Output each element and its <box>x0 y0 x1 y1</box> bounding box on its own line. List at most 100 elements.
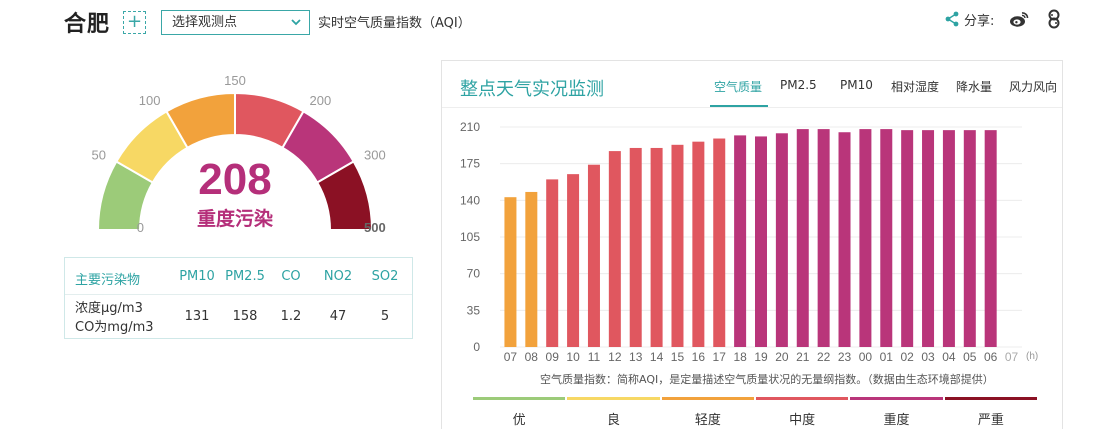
chevron-down-icon <box>291 19 301 26</box>
y-tick-label: 105 <box>460 230 480 244</box>
aqi-bar[interactable] <box>525 191 538 347</box>
add-city-button[interactable]: + <box>123 11 146 34</box>
aqi-bar[interactable] <box>713 138 726 347</box>
legend-item: 中度 <box>756 397 849 429</box>
tab-wind[interactable]: 风力风向 <box>1009 80 1058 94</box>
pollutant-header-label: 主要污染物 <box>75 273 141 288</box>
legend-label: 中度 <box>789 413 816 428</box>
aqi-bar[interactable] <box>880 129 893 347</box>
gauge-tick-label: 150 <box>224 73 246 88</box>
chart-note: 空气质量指数：简称AQI，是定量描述空气质量状况的无量纲指数。（数据由生态环境部… <box>540 373 994 386</box>
legend-label: 优 <box>512 413 526 428</box>
aqi-value: 208 <box>198 155 272 204</box>
aqi-gauge: 0 50 100 150 200 300 500 208 重度污染 <box>80 70 390 240</box>
legend-color-bar <box>473 397 566 400</box>
aqi-bar[interactable] <box>629 147 642 347</box>
gauge-tick-label: 100 <box>139 93 161 108</box>
aqi-bar[interactable] <box>838 132 851 347</box>
aqi-bar[interactable] <box>755 136 767 347</box>
tab-humidity[interactable]: 相对湿度 <box>891 80 940 94</box>
pollutant-name: PM10 <box>179 269 215 284</box>
legend-color-bar <box>850 397 943 400</box>
tab-pm25[interactable]: PM2.5 <box>780 78 817 92</box>
y-tick-label: 70 <box>467 267 481 281</box>
legend-color-bar <box>567 397 660 400</box>
legend-color-bar <box>756 397 849 400</box>
aqi-bar[interactable] <box>901 130 914 347</box>
legend-color-bar <box>661 397 754 400</box>
aqi-bar[interactable] <box>859 129 872 347</box>
aqi-bar[interactable] <box>546 179 559 347</box>
aqi-level-legend: 优 良 轻度 中度 重度 严重 <box>472 397 1038 429</box>
pollutant-name: CO <box>281 269 301 284</box>
panel-title: 整点天气实况监测 <box>460 79 604 100</box>
unit-label-line1: 浓度μg/m3 <box>75 301 143 316</box>
gauge-tick-label: 300 <box>364 148 386 163</box>
legend-color-bar <box>944 397 1037 400</box>
x-tick-label: 03 <box>921 350 935 364</box>
station-select-label: 选择观测点 <box>172 15 238 30</box>
panel-divider <box>442 107 1062 108</box>
aqi-bar[interactable] <box>796 129 809 347</box>
x-tick-label: 05 <box>963 350 977 364</box>
aqi-bar[interactable] <box>504 197 517 347</box>
tab-pm10[interactable]: PM10 <box>840 78 873 92</box>
aqi-bar-chart: 0 35 70 105 140 175 210 07 08 09 10 11 12 13 14 15 16 17 1… <box>460 120 1038 364</box>
aqi-bar[interactable] <box>650 147 663 347</box>
wechat-icon[interactable] <box>1046 9 1062 29</box>
y-tick-label: 140 <box>460 193 480 207</box>
legend-item: 严重 <box>944 397 1037 429</box>
aqi-bar[interactable] <box>587 164 600 347</box>
station-select[interactable]: 选择观测点 <box>161 10 310 35</box>
pollutant-name: NO2 <box>323 269 353 284</box>
legend-label: 轻度 <box>694 413 721 428</box>
aqi-bar[interactable] <box>734 135 747 347</box>
x-tick-label: 01 <box>880 350 894 364</box>
x-tick-label: 13 <box>629 350 643 364</box>
aqi-bar[interactable] <box>692 141 705 347</box>
aqi-bar[interactable] <box>608 151 621 347</box>
weibo-icon[interactable] <box>1009 10 1029 28</box>
pollutant-name: PM2.5 <box>225 269 265 284</box>
x-tick-label: 14 <box>650 350 664 364</box>
x-tick-label: 22 <box>817 350 831 364</box>
x-tick-label: 07 <box>504 350 518 364</box>
x-tick-label: 11 <box>588 350 601 364</box>
y-tick-label: 0 <box>473 340 480 354</box>
x-tick-label: 19 <box>754 350 768 364</box>
legend-item: 轻度 <box>661 397 754 429</box>
x-tick-label: 12 <box>608 350 622 364</box>
aqi-bar[interactable] <box>963 130 976 347</box>
aqi-bar[interactable] <box>984 130 997 347</box>
share-icon[interactable] <box>944 11 960 27</box>
aqi-bar[interactable] <box>567 174 580 347</box>
gauge-tick-label: 200 <box>310 93 332 108</box>
tab-air-quality[interactable]: 空气质量 <box>714 80 763 94</box>
aqi-bar[interactable] <box>671 144 684 347</box>
y-tick-label: 35 <box>467 303 481 317</box>
active-tab-indicator <box>710 105 768 107</box>
pollutant-header-row <box>65 258 412 295</box>
aqi-bar[interactable] <box>775 133 788 347</box>
aqi-bar[interactable] <box>942 130 955 347</box>
aqi-bar[interactable] <box>817 129 830 347</box>
legend-item: 良 <box>567 397 660 429</box>
x-tick-label: 04 <box>942 350 956 364</box>
x-tick-label: 18 <box>733 350 747 364</box>
legend-label: 良 <box>606 413 620 428</box>
hourly-monitor-panel: 整点天气实况监测 空气质量 PM2.5 PM10 相对湿度 降水量 风力风向 0… <box>441 60 1063 429</box>
x-tick-label: 02 <box>900 350 914 364</box>
x-tick-label: 23 <box>838 350 852 364</box>
pollutant-value: 1.2 <box>280 309 302 324</box>
tab-precipitation[interactable]: 降水量 <box>956 80 993 94</box>
pollutant-name: SO2 <box>371 269 399 284</box>
legend-label: 严重 <box>977 413 1004 428</box>
gauge-tick-label: 50 <box>91 148 105 163</box>
aqi-bar[interactable] <box>922 130 935 347</box>
x-tick-label: 00 <box>859 350 873 364</box>
x-tick-label: 08 <box>525 350 539 364</box>
aqi-level: 重度污染 <box>196 208 273 230</box>
x-tick-label: 21 <box>796 350 810 364</box>
x-tick-label: 16 <box>692 350 706 364</box>
x-tick-label: 20 <box>775 350 789 364</box>
